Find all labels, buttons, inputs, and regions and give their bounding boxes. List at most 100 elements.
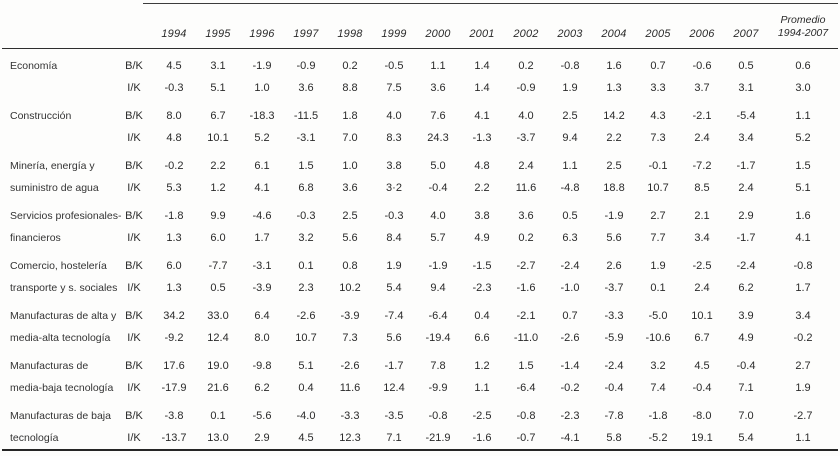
value-cell: 4.3: [650, 110, 666, 123]
table-header-row: 1994 1995 1996 1997 1998 1999 2000 2001 2002 2003…: [2, 4, 838, 50]
value-cell: 1.0: [342, 160, 358, 173]
value-cell: 2.1: [694, 210, 710, 223]
value-cell: 1.2: [210, 182, 226, 195]
value-cell: 3.6: [518, 210, 534, 223]
value-cell: -0.5: [384, 60, 404, 73]
value-cell: 6.6: [474, 332, 490, 345]
measure-label: B/K: [125, 410, 143, 423]
value-cell: 8.4: [386, 232, 402, 245]
value-cell: 10.1: [207, 132, 229, 145]
value-cell: 3.4: [738, 132, 754, 145]
value-cell: 0.2: [342, 60, 358, 73]
value-cell: 2.5: [606, 160, 622, 173]
value-cell: 3.4: [694, 232, 710, 245]
value-cell: 3.8: [386, 160, 402, 173]
measure-label: I/K: [127, 232, 141, 245]
measure-label: B/K: [125, 310, 143, 323]
value-cell: -1.8: [648, 410, 668, 423]
table-row: I/K 1.3 6.0 1.7 3.2 5.6 8.4 5.7 4.9 0.2 6.3 5.6 7.7 3…: [2, 227, 838, 249]
value-cell: 1.9: [562, 82, 578, 95]
value-cell: 4.0: [430, 210, 446, 223]
value-cell: -0.4: [604, 382, 624, 395]
label-column-header: [2, 4, 116, 50]
year-header: 1999: [372, 4, 416, 50]
value-cell: 5.6: [606, 232, 622, 245]
table-row: Manufacturas de alta y media-alta tecnolo…: [2, 299, 838, 344]
table-row: I/K -9.2 12.4 8.0 10.7 7.3 5.6 -19.4 6.6 -11.0 -2.…: [2, 327, 838, 349]
value-cell: 2.4: [738, 182, 754, 195]
year-header: 2005: [636, 4, 680, 50]
value-cell: -2.5: [692, 260, 712, 273]
year-header: 1994: [152, 4, 196, 50]
value-cell: -7.4: [384, 310, 404, 323]
value-cell: 0.6: [795, 60, 811, 73]
value-cell: 7.0: [342, 132, 358, 145]
value-cell: 8.5: [694, 182, 710, 195]
value-cell: 14.2: [603, 110, 625, 123]
value-cell: -0.2: [793, 332, 813, 345]
value-cell: -2.4: [560, 260, 580, 273]
value-cell: 1.9: [795, 382, 811, 395]
value-cell: -3.7: [604, 282, 624, 295]
year-header: 2004: [592, 4, 636, 50]
measure-label: B/K: [125, 360, 143, 373]
value-cell: -0.4: [736, 360, 756, 373]
value-cell: 10.2: [339, 282, 361, 295]
value-cell: 1.6: [606, 60, 622, 73]
value-cell: 1.7: [795, 282, 811, 295]
value-cell: -1.7: [736, 160, 756, 173]
sector-label: Manufacturas de baja tecnología: [10, 410, 111, 445]
value-cell: 7.0: [738, 410, 754, 423]
value-cell: 6.3: [562, 232, 578, 245]
value-cell: 0.5: [738, 60, 754, 73]
value-cell: 7.5: [386, 82, 402, 95]
value-cell: 8.0: [166, 110, 182, 123]
table-row: I/K 5.3 1.2 4.1 6.8 3.6 3·2 -0.4 2.2 11.6 -4.8 18.8…: [2, 177, 838, 199]
value-cell: -1.9: [604, 210, 624, 223]
value-cell: 5.7: [430, 232, 446, 245]
value-cell: 2.3: [298, 282, 314, 295]
value-cell: 5.1: [210, 82, 226, 95]
value-cell: 4.5: [166, 60, 182, 73]
value-cell: 8.0: [254, 332, 270, 345]
value-cell: 2.2: [474, 182, 490, 195]
table-row: I/K -17.9 21.6 6.2 0.4 11.6 12.4 -9.9 1.1 -6.4 -0.…: [2, 377, 838, 399]
value-cell: 1.4: [474, 60, 490, 73]
value-cell: 7.7: [650, 232, 666, 245]
value-cell: 0.4: [474, 310, 490, 323]
table-row: I/K 1.3 0.5 -3.9 2.3 10.2 5.4 9.4 -2.3 -1.6 -1.0 -3…: [2, 277, 838, 299]
value-cell: 4.1: [474, 110, 490, 123]
value-cell: -1.9: [428, 260, 448, 273]
value-cell: 1.3: [606, 82, 622, 95]
value-cell: -10.6: [645, 332, 671, 345]
value-cell: -21.9: [425, 432, 451, 445]
value-cell: 1.2: [474, 360, 490, 373]
value-cell: 2.7: [795, 360, 811, 373]
value-cell: -19.4: [425, 332, 451, 345]
value-cell: -11.5: [293, 110, 319, 123]
value-cell: 0.5: [562, 210, 578, 223]
value-cell: 5.4: [738, 432, 754, 445]
value-cell: 3·2: [386, 182, 402, 195]
value-cell: -0.9: [516, 82, 536, 95]
value-cell: -1.0: [560, 282, 580, 295]
value-cell: -0.3: [164, 82, 184, 95]
value-cell: 12.3: [339, 432, 361, 445]
measure-label: I/K: [127, 132, 141, 145]
value-cell: 4.0: [518, 110, 534, 123]
year-header: 1996: [240, 4, 284, 50]
value-cell: 13.0: [207, 432, 229, 445]
value-cell: 6.7: [694, 332, 710, 345]
table-row: I/K -13.7 13.0 2.9 4.5 12.3 7.1 -21.9 -1.6 -0.7 -4…: [2, 427, 838, 450]
value-cell: 1.1: [474, 382, 490, 395]
value-cell: -6.4: [516, 382, 536, 395]
value-cell: 3.1: [210, 60, 226, 73]
value-cell: 21.6: [207, 382, 229, 395]
value-cell: 5.2: [254, 132, 270, 145]
value-cell: 2.2: [210, 160, 226, 173]
value-cell: 4.9: [738, 332, 754, 345]
value-cell: -5.2: [648, 432, 668, 445]
value-cell: 2.4: [694, 132, 710, 145]
value-cell: 0.4: [298, 382, 314, 395]
